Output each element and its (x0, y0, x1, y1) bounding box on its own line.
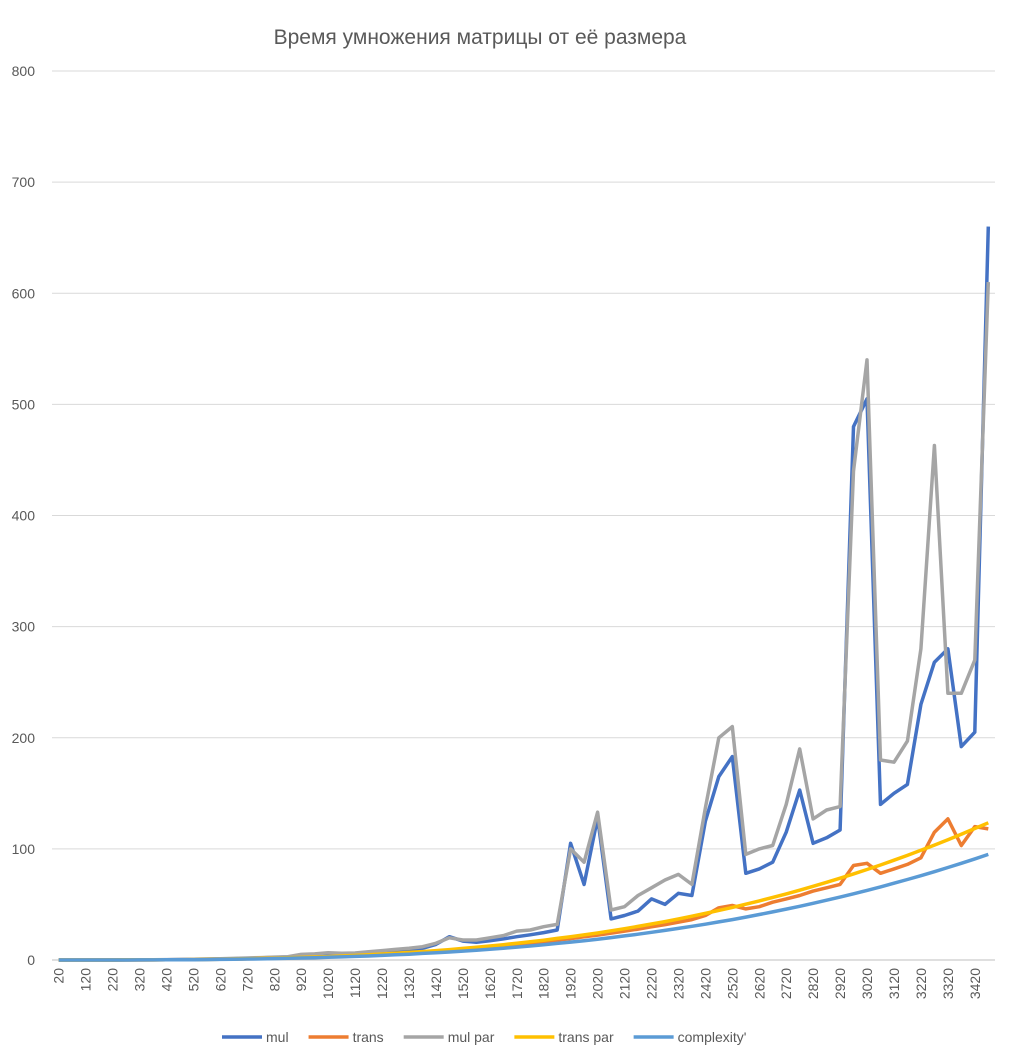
y-tick-label: 600 (12, 285, 36, 301)
legend-label: trans par (558, 1029, 614, 1045)
x-tick-label: 2120 (617, 968, 633, 999)
x-tick-label: 220 (105, 968, 121, 992)
x-tick-label: 20 (51, 968, 67, 984)
series-line (58, 852, 989, 962)
x-tick-label: 620 (212, 968, 228, 992)
x-tick-label: 320 (132, 968, 148, 992)
x-tick-label: 1720 (509, 968, 525, 999)
y-tick-label: 200 (12, 730, 36, 746)
legend-label: mul (266, 1029, 289, 1045)
x-tick-label: 2420 (697, 968, 713, 999)
y-tick-label: 300 (12, 619, 36, 635)
x-tick-label: 2820 (805, 968, 821, 999)
x-tick-label: 1520 (455, 968, 471, 999)
y-tick-label: 100 (12, 841, 36, 857)
legend-label: complexity' (678, 1029, 747, 1045)
x-tick-label: 820 (266, 968, 282, 992)
x-tick-label: 720 (239, 968, 255, 992)
x-tick-label: 3420 (967, 968, 983, 999)
x-tick-label: 420 (159, 968, 175, 992)
x-tick-label: 3020 (859, 968, 875, 999)
x-tick-label: 920 (293, 968, 309, 992)
x-tick-label: 1020 (320, 968, 336, 999)
y-tick-label: 0 (27, 952, 35, 968)
legend-label: mul par (448, 1029, 495, 1045)
x-tick-label: 2920 (832, 968, 848, 999)
x-tick-label: 2320 (670, 968, 686, 999)
x-tick-label: 120 (78, 968, 94, 992)
y-tick-label: 400 (12, 508, 36, 524)
x-tick-label: 3320 (940, 968, 956, 999)
x-tick-label: 1820 (536, 968, 552, 999)
x-tick-label: 2620 (751, 968, 767, 999)
x-tick-label: 2020 (590, 968, 606, 999)
x-tick-label: 520 (185, 968, 201, 992)
x-tick-label: 3120 (886, 968, 902, 999)
x-tick-label: 1320 (401, 968, 417, 999)
x-tick-label: 1620 (482, 968, 498, 999)
x-tick-label: 2720 (778, 968, 794, 999)
y-tick-label: 500 (12, 396, 36, 412)
series-line (58, 821, 989, 962)
x-tick-label: 2520 (724, 968, 740, 999)
x-tick-label: 1120 (347, 968, 363, 998)
chart-title: Время умножения матрицы от её размера (274, 26, 687, 49)
legend-label: trans (353, 1029, 384, 1045)
x-tick-label: 2220 (643, 968, 659, 999)
x-tick-label: 1920 (563, 968, 579, 999)
x-tick-label: 1420 (428, 968, 444, 999)
y-tick-label: 800 (12, 63, 36, 79)
series-line (58, 282, 991, 962)
series-line (58, 817, 989, 962)
y-tick-label: 700 (12, 174, 36, 190)
x-tick-label: 1220 (374, 968, 390, 999)
x-tick-label: 3220 (913, 968, 929, 999)
